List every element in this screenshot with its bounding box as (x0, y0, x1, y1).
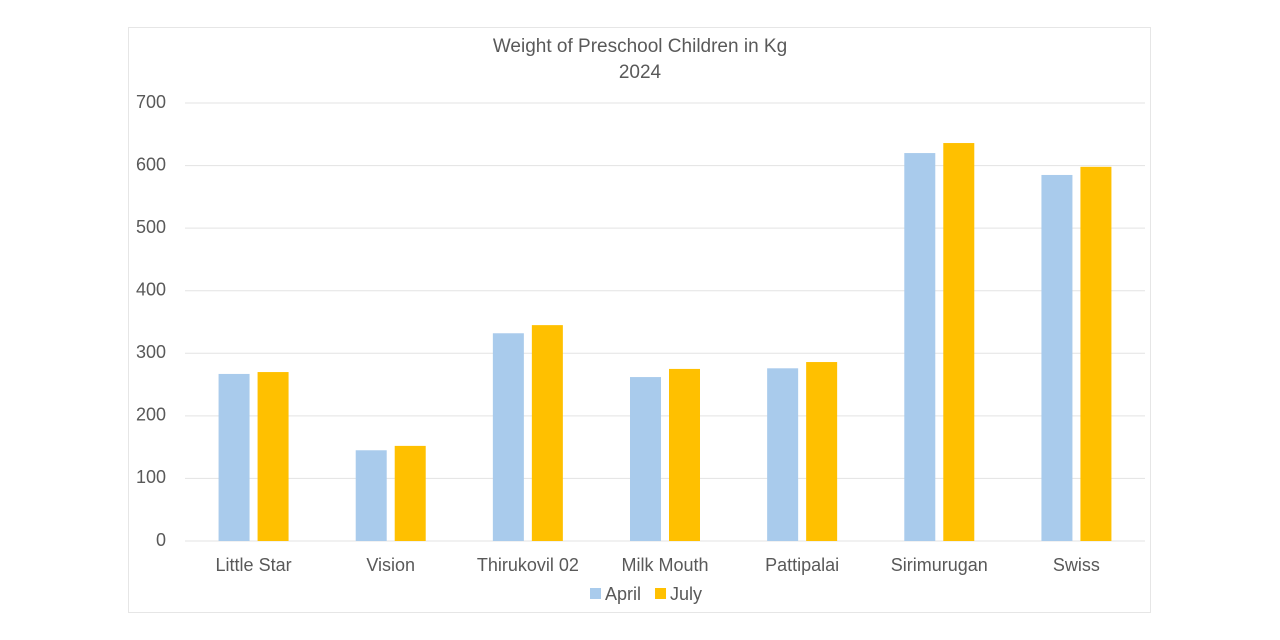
x-tick-label: Thirukovil 02 (477, 555, 579, 575)
x-tick-label: Sirimurugan (891, 555, 988, 575)
x-tick-label: Vision (366, 555, 415, 575)
y-tick-label: 300 (136, 342, 166, 362)
bar (531, 325, 563, 541)
x-tick-label: Little Star (216, 555, 292, 575)
bar (218, 373, 250, 541)
y-tick-label: 200 (136, 405, 166, 425)
y-tick-label: 0 (156, 530, 166, 550)
legend-swatch (655, 588, 667, 599)
legend-label: April (605, 584, 641, 604)
bar (669, 368, 700, 541)
y-tick-label: 400 (136, 279, 166, 299)
bar (1080, 166, 1112, 541)
bar (394, 445, 426, 541)
y-tick-label: 700 (136, 92, 166, 112)
x-tick-label: Pattipalai (765, 555, 839, 575)
bar (492, 333, 524, 541)
bar (806, 362, 838, 541)
bar (257, 372, 289, 541)
bar (904, 153, 936, 542)
bar (767, 368, 799, 541)
bar (355, 450, 387, 541)
bar (1041, 174, 1073, 541)
chart-title: Weight of Preschool Children in Kg (493, 36, 787, 57)
chart-subtitle: 2024 (619, 62, 662, 83)
x-tick-label: Swiss (1053, 555, 1100, 575)
bar (943, 143, 975, 541)
y-tick-label: 500 (136, 217, 166, 237)
y-tick-label: 600 (136, 154, 166, 174)
y-tick-label: 100 (136, 467, 166, 487)
bar (630, 377, 661, 541)
legend-swatch (590, 588, 601, 599)
legend-label: July (670, 584, 702, 604)
x-tick-label: Milk Mouth (621, 555, 708, 575)
